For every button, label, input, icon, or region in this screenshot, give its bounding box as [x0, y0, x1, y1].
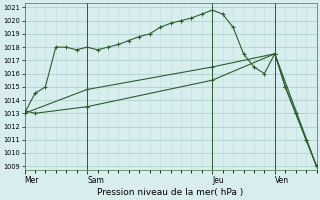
X-axis label: Pression niveau de la mer( hPa ): Pression niveau de la mer( hPa ): [97, 188, 244, 197]
